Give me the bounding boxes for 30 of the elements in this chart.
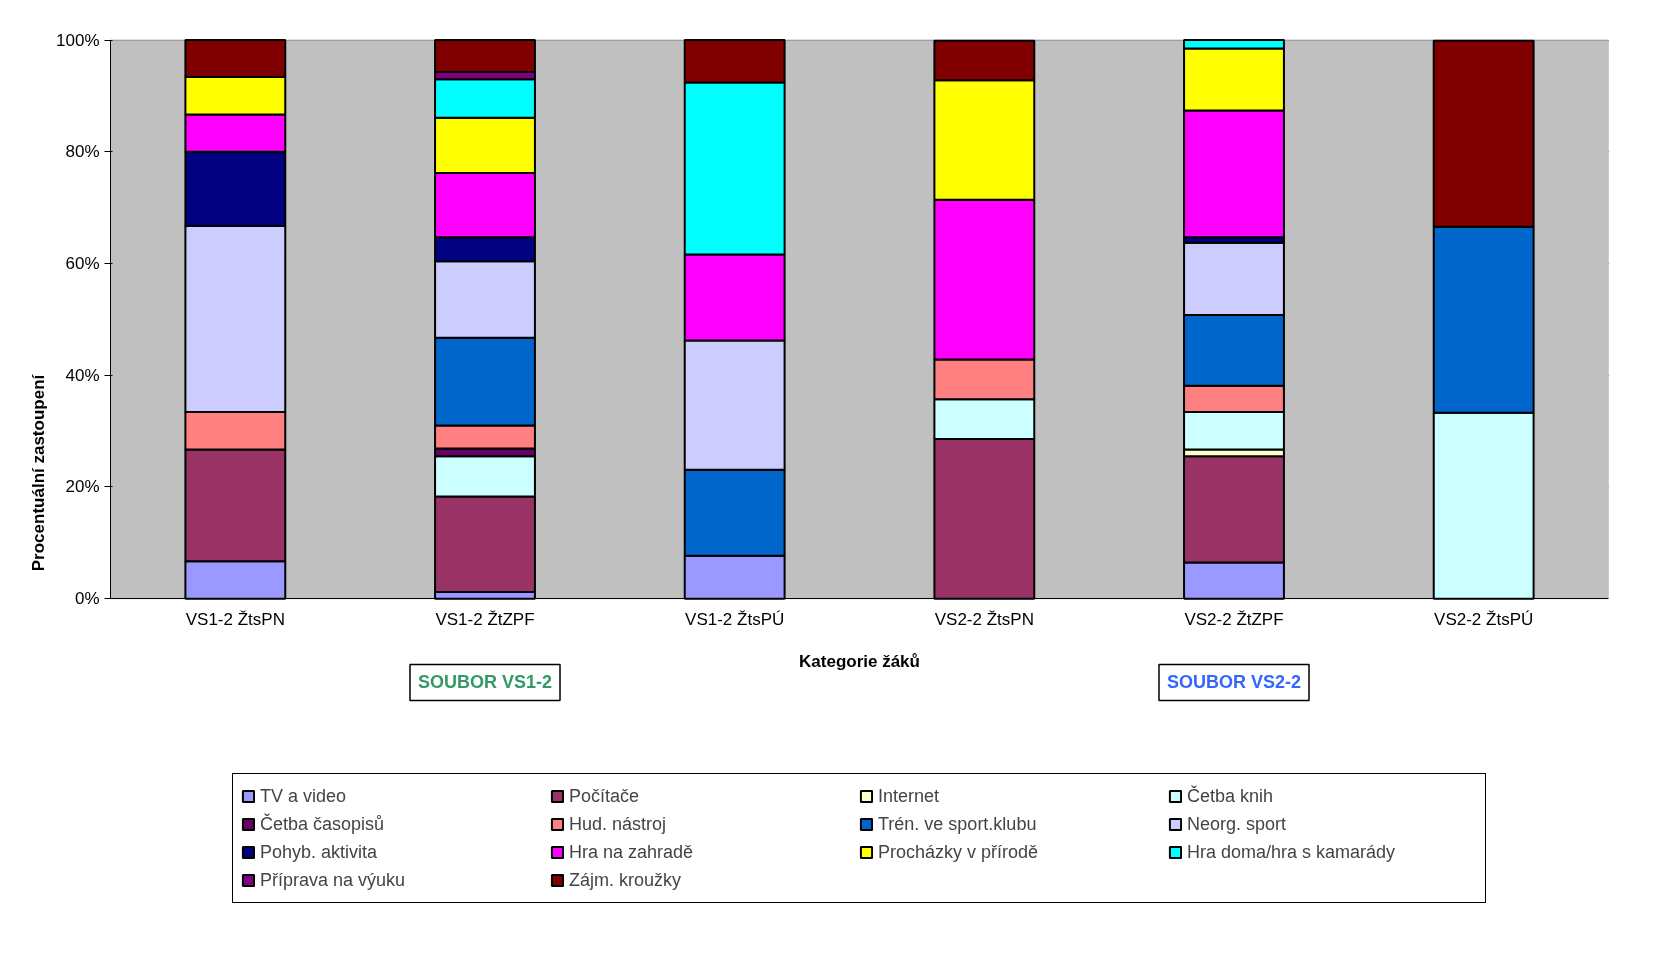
x-tick-label: VS1-2 ŽtsPN bbox=[185, 609, 285, 629]
legend-label: Hra doma/hra s kamarády bbox=[1187, 840, 1397, 864]
legend-label: Procházky v přírodě bbox=[878, 840, 1040, 864]
legend-label: Četba knih bbox=[1187, 784, 1275, 808]
x-tick-label: VS2-2 ŽtsPN bbox=[934, 609, 1034, 629]
x-tick-label: VS2-2 ŽtsPÚ bbox=[1434, 609, 1534, 629]
legend-label: Zájm. kroužky bbox=[569, 868, 683, 892]
legend-label: Internet bbox=[878, 784, 941, 808]
text: SOUBOR VS2-2 bbox=[1166, 672, 1302, 693]
y-tick-label: 0% bbox=[74, 589, 100, 609]
text: SOUBOR VS1-2 bbox=[417, 672, 553, 693]
y-tick-label: 40% bbox=[65, 365, 100, 385]
legend-label: Pohyb. aktivita bbox=[260, 840, 379, 864]
x-axis-title: Kategorie žáků bbox=[799, 651, 920, 671]
x-tick-label: VS2-2 ŽtZPF bbox=[1184, 609, 1284, 629]
legend-label: TV a video bbox=[260, 784, 348, 808]
legend-label: Hra na zahradě bbox=[569, 840, 695, 864]
y-axis-title: Procentuální zastoupení bbox=[29, 373, 49, 572]
y-tick-label: 60% bbox=[65, 254, 100, 274]
y-tick-label: 100% bbox=[56, 30, 100, 50]
y-tick-label: 80% bbox=[65, 142, 100, 162]
x-tick-label: VS1-2 ŽtsPÚ bbox=[685, 609, 785, 629]
legend-label: Neorg. sport bbox=[1187, 812, 1288, 836]
legend-label: Počítače bbox=[569, 784, 641, 808]
y-tick-label: 20% bbox=[65, 477, 100, 497]
legend-label: Trén. ve sport.klubu bbox=[878, 812, 1038, 836]
legend-label: Hud. nástroj bbox=[569, 812, 668, 836]
x-tick-label: VS1-2 ŽtZPF bbox=[435, 609, 535, 629]
legend-label: Četba časopisů bbox=[260, 812, 386, 836]
legend-label: Příprava na výuku bbox=[260, 868, 407, 892]
